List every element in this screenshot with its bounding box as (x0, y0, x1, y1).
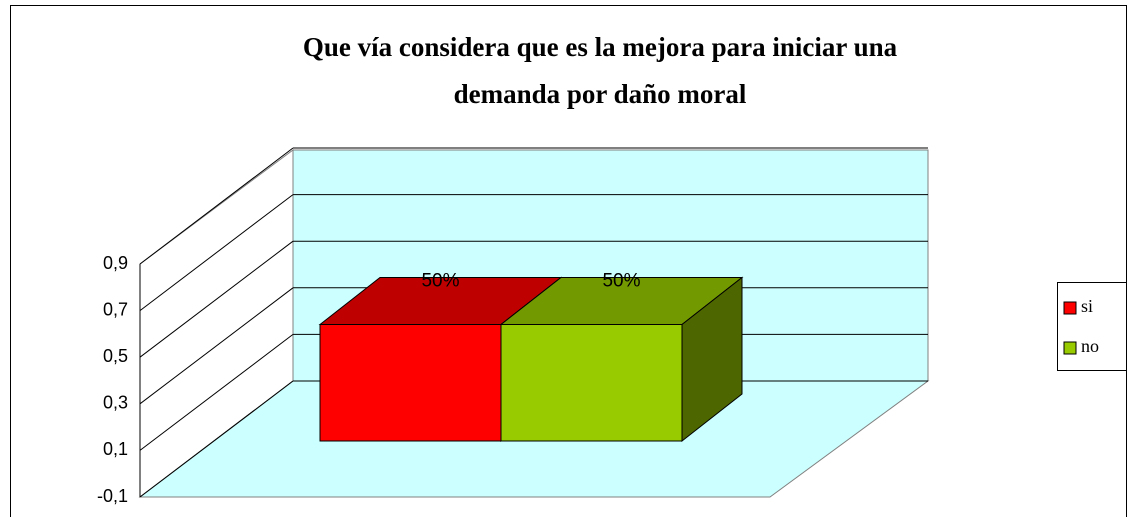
legend (1057, 282, 1127, 371)
bar-front (500, 324, 683, 442)
grid-line (139, 194, 294, 311)
y-tick-label: 0,9 (103, 253, 128, 273)
legend-label: si (1081, 296, 1093, 316)
chart-title: Que vía considera que es la mejora para … (303, 32, 898, 62)
grid-line (139, 147, 294, 265)
grid-line (139, 380, 294, 498)
y-tick-label: 0,3 (103, 393, 128, 413)
legend-swatch (1063, 341, 1077, 355)
y-tick-label: 0,5 (103, 346, 128, 366)
legend-swatch (1063, 301, 1077, 315)
value-label: 50% (421, 271, 459, 292)
grid-line (139, 240, 294, 358)
value-label: 50% (602, 271, 640, 292)
bar-side (681, 276, 743, 443)
y-tick-label: 0,7 (103, 299, 128, 319)
grid-line (139, 334, 294, 451)
y-tick-label: -0,1 (97, 486, 128, 506)
legend-label: no (1081, 336, 1099, 356)
grid-line (139, 287, 294, 405)
y-tick-label: 0,1 (103, 439, 128, 459)
chart-title: demanda por daño moral (454, 79, 747, 109)
bar-front (319, 324, 502, 442)
